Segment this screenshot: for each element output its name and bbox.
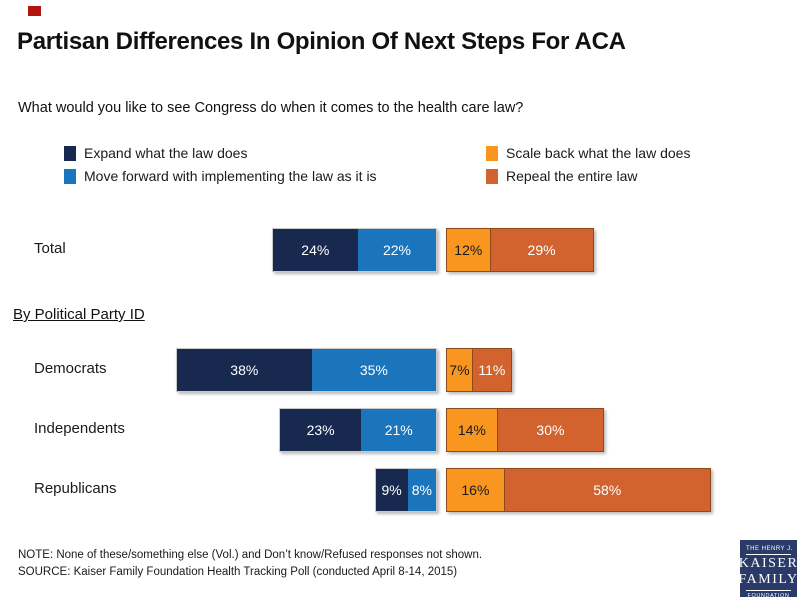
category-label: Democrats xyxy=(34,360,107,377)
bar-segment-expand: 23% xyxy=(279,409,362,451)
kaiser-family-foundation-logo: THE HENRY J. KAISER FAMILY FOUNDATION xyxy=(738,540,799,599)
bar-segment-move_forward: 35% xyxy=(311,349,436,391)
survey-question: What would you like to see Congress do w… xyxy=(18,100,524,116)
legend-label: Scale back what the law does xyxy=(506,145,691,161)
bar-group-left: 23% 21% xyxy=(278,408,437,452)
bar-segment-repeal: 11% xyxy=(471,349,511,391)
bar-segment-move_forward: 8% xyxy=(407,469,436,511)
bar-value-label: 23% xyxy=(306,422,335,438)
bar-value-label: 24% xyxy=(301,242,330,258)
bar-segment-scale_back: 12% xyxy=(447,229,490,271)
bar-value-label: 9% xyxy=(381,482,402,498)
bar-group-left: 9% 8% xyxy=(374,468,437,512)
bar-segment-repeal: 30% xyxy=(496,409,604,451)
legend-item-move-forward: Move forward with implementing the law a… xyxy=(64,168,377,184)
source-text: SOURCE: Kaiser Family Foundation Health … xyxy=(18,566,458,578)
bar-value-label: 14% xyxy=(457,422,486,438)
bar-segment-scale_back: 16% xyxy=(447,469,504,511)
bar-group-right: 7% 11% xyxy=(446,348,512,392)
category-label: Independents xyxy=(34,420,125,437)
bar-segment-move_forward: 21% xyxy=(361,409,436,451)
bar-group-right: 16% 58% xyxy=(446,468,711,512)
bar-value-label: 12% xyxy=(454,242,483,258)
bar-group-right: 12% 29% xyxy=(446,228,594,272)
bar-group-left: 24% 22% xyxy=(271,228,437,272)
bar-segment-repeal: 58% xyxy=(503,469,710,511)
bar-value-label: 7% xyxy=(449,362,470,378)
legend-swatch-scale-back-icon xyxy=(486,145,498,161)
legend-item-expand: Expand what the law does xyxy=(64,145,247,161)
category-label: Republicans xyxy=(34,480,117,497)
bar-value-label: 58% xyxy=(593,482,622,498)
bar-segment-scale_back: 7% xyxy=(447,349,472,391)
legend-swatch-expand-icon xyxy=(64,145,76,161)
bar-value-label: 21% xyxy=(384,422,413,438)
bar-segment-expand: 9% xyxy=(375,469,408,511)
bar-segment-scale_back: 14% xyxy=(447,409,497,451)
legend-label: Move forward with implementing the law a… xyxy=(84,168,377,184)
legend-label: Expand what the law does xyxy=(84,145,248,161)
legend-swatch-move-forward-icon xyxy=(64,168,76,184)
red-mark xyxy=(28,6,41,16)
section-heading: By Political Party ID xyxy=(13,306,145,323)
legend-item-scale-back: Scale back what the law does xyxy=(486,145,690,161)
bar-value-label: 8% xyxy=(411,482,432,498)
category-label: Total xyxy=(34,240,66,257)
bar-value-label: 29% xyxy=(527,242,556,258)
legend-item-repeal: Repeal the entire law xyxy=(486,168,638,184)
page-title: Partisan Differences In Opinion Of Next … xyxy=(17,28,626,55)
logo-line-henry-j: THE HENRY J. xyxy=(746,541,792,555)
bar-value-label: 38% xyxy=(230,362,259,378)
bar-value-label: 22% xyxy=(382,242,411,258)
legend-label: Repeal the entire law xyxy=(506,168,638,184)
bar-value-label: 35% xyxy=(359,362,388,378)
bar-value-label: 30% xyxy=(536,422,565,438)
logo-line-foundation: FOUNDATION xyxy=(746,590,791,599)
logo-line-family: FAMILY xyxy=(738,572,799,587)
bar-segment-move_forward: 22% xyxy=(357,229,436,271)
legend-swatch-repeal-icon xyxy=(486,168,498,184)
bar-group-left: 38% 35% xyxy=(175,348,437,392)
bar-value-label: 11% xyxy=(478,362,506,378)
bar-group-right: 14% 30% xyxy=(446,408,605,452)
bar-value-label: 16% xyxy=(461,482,490,498)
note-text: NOTE: None of these/something else (Vol.… xyxy=(18,549,483,561)
bar-segment-expand: 24% xyxy=(272,229,358,271)
logo-line-kaiser: KAISER xyxy=(738,556,799,571)
bar-segment-expand: 38% xyxy=(176,349,312,391)
bar-segment-repeal: 29% xyxy=(489,229,593,271)
